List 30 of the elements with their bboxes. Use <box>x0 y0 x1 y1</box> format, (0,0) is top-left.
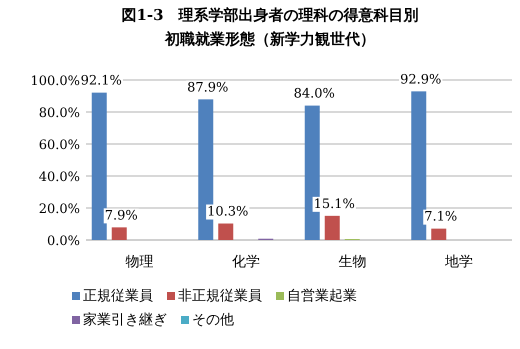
y-tick-label: 60.0% <box>38 138 80 153</box>
legend-label: 家業引き継ぎ <box>83 312 167 328</box>
legend-label: その他 <box>192 312 234 328</box>
data-label: 10.3% <box>207 204 248 220</box>
y-tick-label: 100.0% <box>30 74 80 89</box>
bar <box>431 228 446 240</box>
data-label: 84.0% <box>294 86 335 102</box>
x-tick-label: 地学 <box>444 254 473 270</box>
data-label: 92.1% <box>80 74 122 89</box>
data-label: 92.9% <box>400 72 442 88</box>
y-tick-label: 40.0% <box>38 170 80 185</box>
data-label: 15.1% <box>314 196 355 212</box>
y-tick-label: 20.0% <box>38 202 80 217</box>
x-tick-label: 生物 <box>338 254 366 270</box>
bar <box>218 224 234 240</box>
chart-title: 図1-3 理系学部出身者の理科の得意科目別初職就業形態（新学力観世代） <box>121 6 419 48</box>
y-tick-label: 80.0% <box>38 106 80 121</box>
data-label: 87.9% <box>187 80 228 96</box>
bar <box>112 227 127 240</box>
legend-label: 非正規従業員 <box>178 288 262 304</box>
bar <box>324 216 340 240</box>
y-tick-label: 0.0% <box>46 234 80 249</box>
bar <box>92 92 107 240</box>
data-label: 7.1% <box>424 210 458 225</box>
legend-label: 正規従業員 <box>83 288 153 304</box>
bar <box>411 91 426 240</box>
legend-label: 自営業起業 <box>287 288 357 304</box>
x-tick-label: 化学 <box>232 254 260 270</box>
data-label: 7.9% <box>104 208 138 224</box>
x-tick-label: 物理 <box>125 254 154 270</box>
